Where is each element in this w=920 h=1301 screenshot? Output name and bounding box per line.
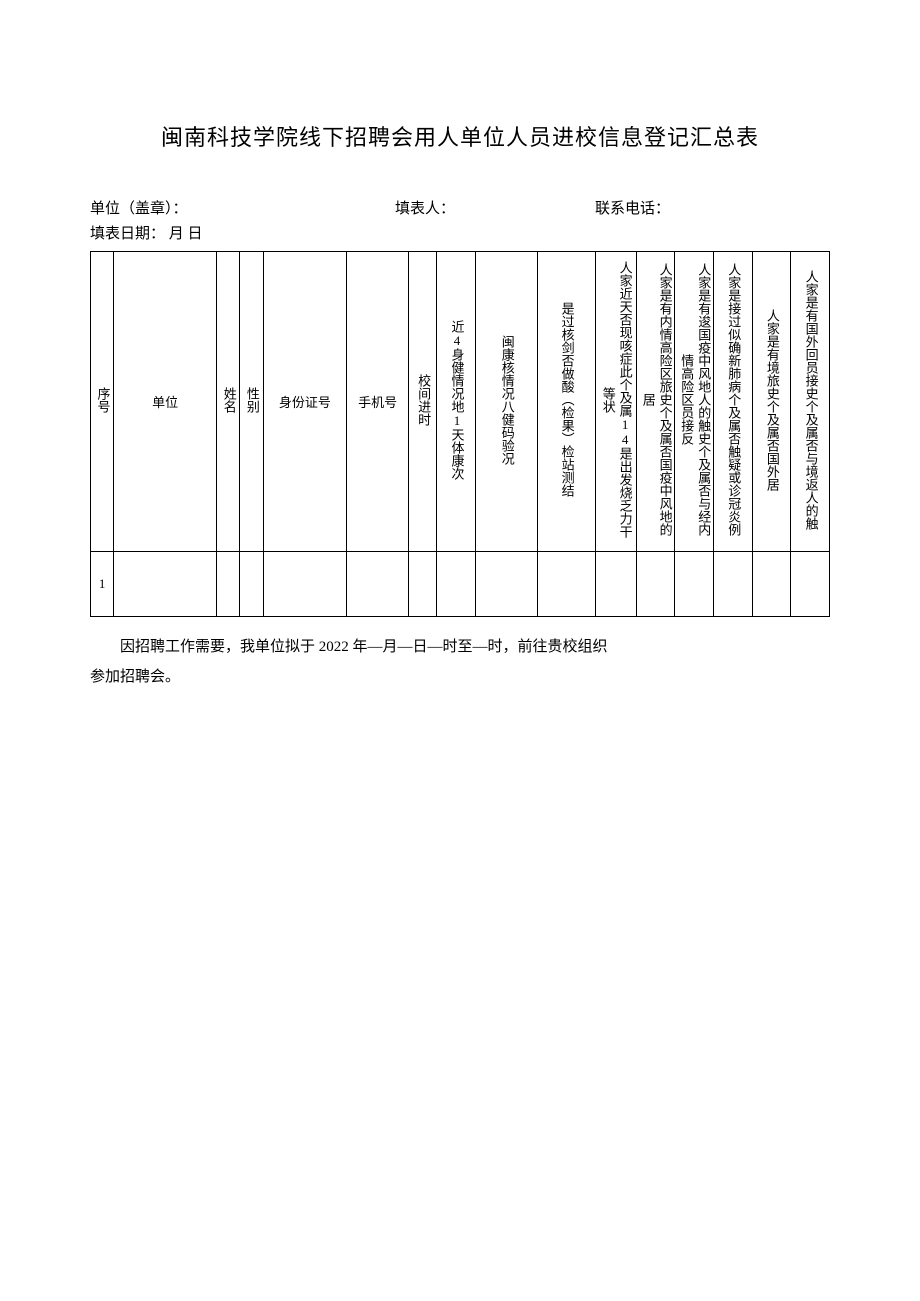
header-gender: 性别 xyxy=(240,252,263,552)
header-health: 近4身健情况地1天体康次 xyxy=(437,252,476,552)
meta-contact-label: 联系电话： xyxy=(595,197,670,218)
cell-q1 xyxy=(595,552,636,617)
cell-q6 xyxy=(791,552,830,617)
header-acid: 是过核剑否做酸（检果）检站测结 xyxy=(537,252,595,552)
header-q3: 人家是有逡国疫中风地人的触史个及属否与经内情高险区员接反 xyxy=(675,252,714,552)
meta-unit-label: 单位（盖章）： xyxy=(90,197,395,218)
cell-q4 xyxy=(714,552,753,617)
header-q2: 人家是有内情高险区旅史个及属否国疫中风地的居 xyxy=(636,252,675,552)
cell-phone xyxy=(347,552,409,617)
meta-filler-label: 填表人： xyxy=(395,197,595,218)
meta-row-2: 填表日期： 月 日 xyxy=(90,222,830,243)
cell-unit xyxy=(114,552,217,617)
cell-acid xyxy=(537,552,595,617)
header-q4: 人家是接过似确新肺病个及属否触疑或诊冠炎例 xyxy=(714,252,753,552)
table-row: 1 xyxy=(91,552,830,617)
cell-health xyxy=(437,552,476,617)
cell-q5 xyxy=(752,552,791,617)
header-unit: 单位 xyxy=(114,252,217,552)
document-title: 闽南科技学院线下招聘会用人单位人员进校信息登记汇总表 xyxy=(90,120,830,152)
cell-q2 xyxy=(636,552,675,617)
header-name: 姓名 xyxy=(217,252,240,552)
header-id: 身份证号 xyxy=(263,252,347,552)
header-time: 校间进时 xyxy=(408,252,436,552)
cell-bamin xyxy=(475,552,537,617)
cell-name xyxy=(217,552,240,617)
cell-q3 xyxy=(675,552,714,617)
cell-seq: 1 xyxy=(91,552,114,617)
header-bamin: 闽康核情况八健码验况 xyxy=(475,252,537,552)
registration-table: 序号 单位 姓名 性别 身份证号 手机号 校间进时 近4身健情况地1天体康次 闽… xyxy=(90,251,830,617)
header-seq: 序号 xyxy=(91,252,114,552)
cell-time xyxy=(408,552,436,617)
header-q6: 人家是有国外回员接史个及属否与境返人的触 xyxy=(791,252,830,552)
note-line-1: 因招聘工作需要，我单位拟于 2022 年—月—日—时至—时，前往贵校组织 xyxy=(90,632,830,662)
header-q5: 人家是有境旅史个及属否国外居 xyxy=(752,252,791,552)
table-header-row: 序号 单位 姓名 性别 身份证号 手机号 校间进时 近4身健情况地1天体康次 闽… xyxy=(91,252,830,552)
meta-date-label: 填表日期： 月 日 xyxy=(90,226,203,242)
header-phone: 手机号 xyxy=(347,252,409,552)
cell-gender xyxy=(240,552,263,617)
cell-id xyxy=(263,552,347,617)
header-q1: 人家近天否现咳症此个及属14是出发烧乏力干等状 xyxy=(595,252,636,552)
meta-row-1: 单位（盖章）： 填表人： 联系电话： xyxy=(90,197,830,218)
note-line-2: 参加招聘会。 xyxy=(90,662,830,692)
document-page: 闽南科技学院线下招聘会用人单位人员进校信息登记汇总表 单位（盖章）： 填表人： … xyxy=(0,0,920,732)
